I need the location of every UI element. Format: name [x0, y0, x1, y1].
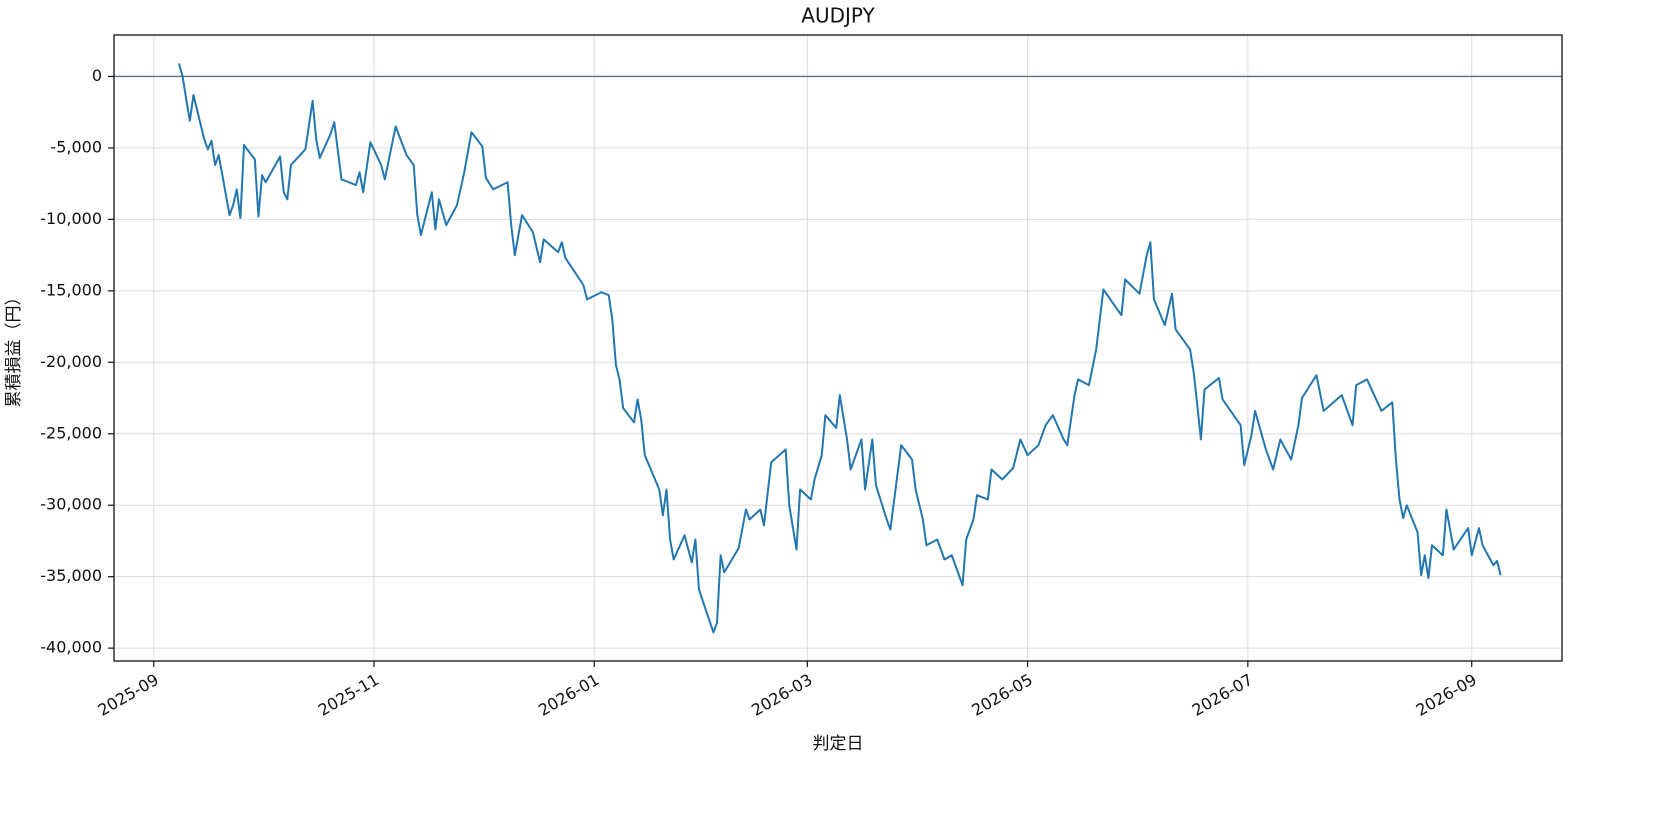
plot-frame: [113, 34, 1563, 662]
y-tick-label: -10,000: [40, 209, 102, 228]
y-tick-label: 0: [92, 66, 102, 85]
y-tick-label: -40,000: [40, 638, 102, 657]
ticks: 0 -5,000 -10,000 -15,000 -20,000 -25,000 -30,0…: [40, 66, 1480, 720]
y-tick-label: -15,000: [40, 280, 102, 299]
x-axis-label: 判定日: [813, 734, 864, 754]
y-tick-label: -25,000: [40, 423, 102, 442]
y-tick-label: -5,000: [50, 137, 102, 156]
x-tick-label: 2026-09: [1413, 670, 1480, 720]
chart-title: AUDJPY: [801, 4, 875, 28]
x-tick-label: 2026-03: [748, 670, 815, 720]
x-tick-label: 2026-05: [968, 670, 1035, 720]
line-series: [178, 63, 1502, 634]
x-tick-label: 2026-01: [535, 670, 602, 720]
plot: [114, 63, 1562, 634]
x-tick-label: 2025-11: [315, 670, 382, 720]
grid: [114, 35, 1562, 661]
y-tick-label: -20,000: [40, 352, 102, 371]
x-tick-label: 2025-09: [95, 670, 162, 720]
y-tick-label: -35,000: [40, 566, 102, 585]
y-tick-label: -30,000: [40, 495, 102, 514]
x-tick-label: 2026-07: [1189, 670, 1256, 720]
y-axis-label: 累積損益（円）: [4, 289, 24, 408]
